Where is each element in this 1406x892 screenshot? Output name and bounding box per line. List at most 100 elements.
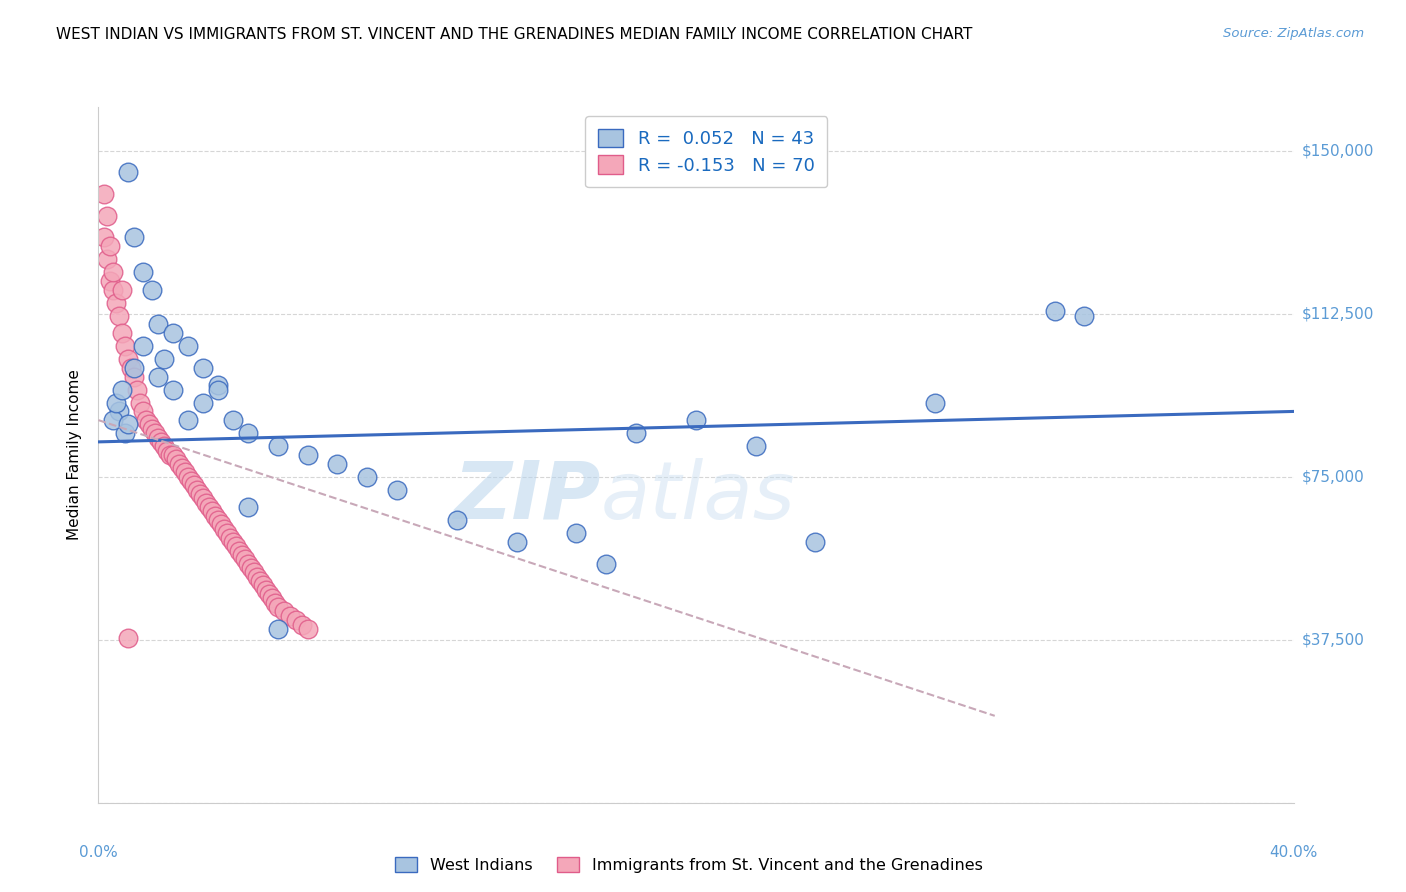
- Point: [177, 339, 200, 353]
- Point: [194, 496, 218, 510]
- Point: [233, 552, 256, 566]
- Point: [117, 352, 139, 367]
- Point: [167, 457, 190, 471]
- Point: [177, 469, 200, 483]
- Point: [117, 631, 139, 645]
- Point: [228, 543, 250, 558]
- Point: [93, 230, 115, 244]
- Point: [117, 417, 139, 432]
- Point: [356, 469, 378, 483]
- Point: [685, 413, 707, 427]
- Text: WEST INDIAN VS IMMIGRANTS FROM ST. VINCENT AND THE GRENADINES MEDIAN FAMILY INCO: WEST INDIAN VS IMMIGRANTS FROM ST. VINCE…: [56, 27, 973, 42]
- Point: [1073, 309, 1095, 323]
- Point: [506, 535, 529, 549]
- Point: [225, 539, 247, 553]
- Point: [177, 413, 200, 427]
- Point: [148, 318, 170, 332]
- Point: [111, 283, 134, 297]
- Point: [239, 561, 262, 575]
- Point: [565, 526, 588, 541]
- Point: [191, 361, 214, 376]
- Point: [246, 570, 269, 584]
- Point: [257, 587, 280, 601]
- Point: [143, 426, 166, 441]
- Point: [96, 252, 118, 267]
- Point: [236, 500, 259, 514]
- Point: [98, 274, 122, 288]
- Point: [111, 326, 134, 341]
- Text: 0.0%: 0.0%: [79, 845, 118, 860]
- Point: [198, 500, 221, 514]
- Point: [103, 283, 125, 297]
- Point: [624, 426, 647, 441]
- Point: [385, 483, 409, 497]
- Point: [132, 265, 155, 279]
- Point: [153, 439, 176, 453]
- Point: [105, 396, 128, 410]
- Point: [124, 230, 146, 244]
- Point: [290, 617, 312, 632]
- Text: ZIP: ZIP: [453, 458, 600, 536]
- Text: $37,500: $37,500: [1302, 632, 1365, 648]
- Point: [111, 383, 134, 397]
- Point: [162, 326, 184, 341]
- Point: [183, 478, 205, 492]
- Point: [127, 383, 149, 397]
- Point: [207, 383, 229, 397]
- Point: [243, 566, 266, 580]
- Point: [267, 600, 290, 615]
- Point: [108, 404, 131, 418]
- Legend: West Indians, Immigrants from St. Vincent and the Grenadines: West Indians, Immigrants from St. Vincen…: [388, 851, 990, 880]
- Point: [201, 504, 224, 518]
- Point: [156, 443, 179, 458]
- Point: [284, 613, 307, 627]
- Point: [215, 526, 238, 541]
- Point: [114, 426, 136, 441]
- Point: [129, 396, 152, 410]
- Text: $112,500: $112,500: [1302, 306, 1374, 321]
- Point: [148, 369, 170, 384]
- Point: [124, 361, 146, 376]
- Point: [263, 596, 285, 610]
- Point: [326, 457, 349, 471]
- Point: [209, 517, 232, 532]
- Text: $75,000: $75,000: [1302, 469, 1365, 484]
- Point: [150, 434, 173, 449]
- Point: [188, 487, 211, 501]
- Point: [207, 378, 229, 392]
- Point: [745, 439, 768, 453]
- Point: [252, 578, 274, 592]
- Point: [93, 187, 115, 202]
- Text: Source: ZipAtlas.com: Source: ZipAtlas.com: [1223, 27, 1364, 40]
- Point: [191, 396, 214, 410]
- Point: [207, 513, 229, 527]
- Y-axis label: Median Family Income: Median Family Income: [67, 369, 83, 541]
- Point: [98, 239, 122, 253]
- Point: [254, 582, 277, 597]
- Point: [141, 283, 163, 297]
- Point: [159, 448, 181, 462]
- Point: [103, 265, 125, 279]
- Point: [1043, 304, 1066, 318]
- Text: $150,000: $150,000: [1302, 143, 1374, 158]
- Point: [924, 396, 946, 410]
- Point: [108, 309, 131, 323]
- Point: [172, 461, 194, 475]
- Point: [141, 422, 163, 436]
- Point: [446, 513, 468, 527]
- Point: [162, 383, 184, 397]
- Point: [236, 557, 259, 571]
- Point: [186, 483, 208, 497]
- Point: [267, 439, 290, 453]
- Point: [231, 548, 253, 562]
- Point: [212, 522, 235, 536]
- Point: [138, 417, 160, 432]
- Point: [132, 404, 155, 418]
- Legend: R =  0.052   N = 43, R = -0.153   N = 70: R = 0.052 N = 43, R = -0.153 N = 70: [585, 116, 827, 187]
- Point: [105, 295, 128, 310]
- Point: [222, 535, 245, 549]
- Point: [804, 535, 827, 549]
- Point: [103, 413, 125, 427]
- Point: [96, 209, 118, 223]
- Point: [297, 448, 319, 462]
